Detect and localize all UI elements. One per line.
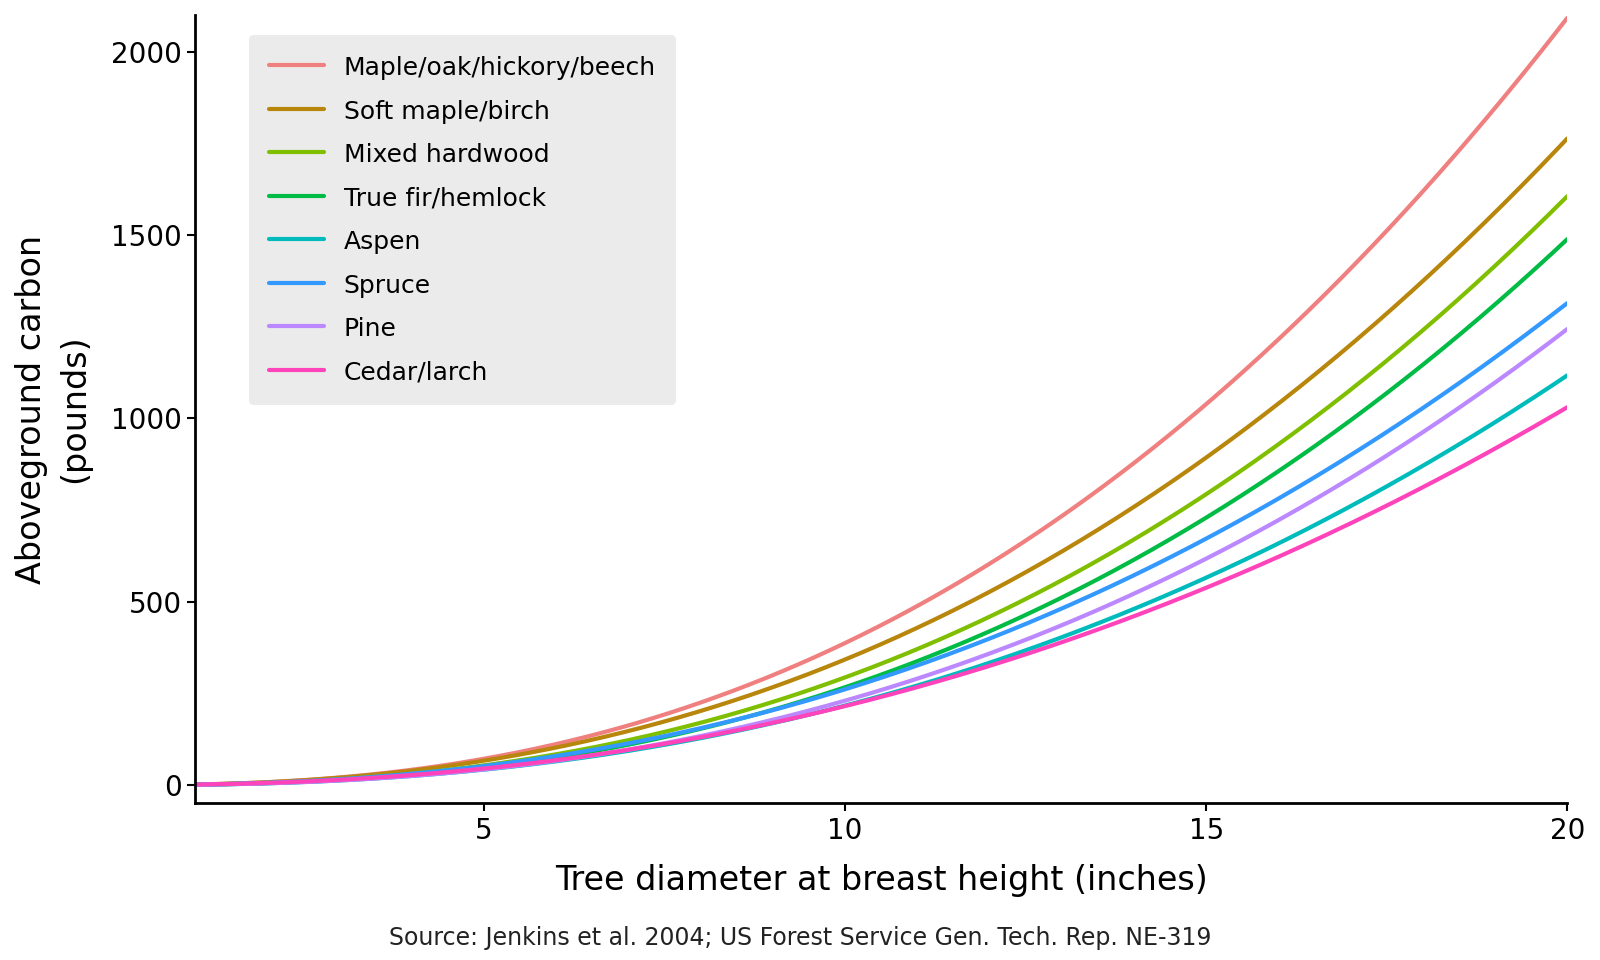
Pine xyxy=(1219,541,1238,553)
Pine xyxy=(429,768,448,780)
Mixed hardwood xyxy=(429,765,448,777)
Line: Soft maple/birch: Soft maple/birch xyxy=(195,138,1568,784)
Aspen xyxy=(806,708,826,719)
True fir/hemlock xyxy=(806,691,826,703)
Cedar/larch xyxy=(1558,401,1578,413)
Soft maple/birch xyxy=(538,743,557,755)
Cedar/larch xyxy=(1219,573,1238,585)
Maple/oak/hickory/beech xyxy=(538,740,557,752)
Soft maple/birch xyxy=(994,579,1013,590)
Aspen xyxy=(1219,562,1238,573)
Legend: Maple/oak/hickory/beech, Soft maple/birch, Mixed hardwood, True fir/hemlock, Asp: Maple/oak/hickory/beech, Soft maple/birc… xyxy=(248,36,675,404)
Line: Maple/oak/hickory/beech: Maple/oak/hickory/beech xyxy=(195,18,1568,784)
Aspen xyxy=(994,652,1013,663)
True fir/hemlock xyxy=(1219,498,1238,510)
Maple/oak/hickory/beech xyxy=(1558,12,1578,24)
Spruce xyxy=(186,779,205,790)
Line: Mixed hardwood: Mixed hardwood xyxy=(195,196,1568,784)
Text: Source: Jenkins et al. 2004; US Forest Service Gen. Tech. Rep. NE-319: Source: Jenkins et al. 2004; US Forest S… xyxy=(389,926,1211,950)
Soft maple/birch xyxy=(1219,436,1238,447)
Spruce xyxy=(994,627,1013,638)
Mixed hardwood xyxy=(1102,547,1122,559)
Mixed hardwood xyxy=(186,779,205,790)
Cedar/larch xyxy=(429,767,448,779)
Aspen xyxy=(538,756,557,768)
Mixed hardwood xyxy=(1558,190,1578,202)
Maple/oak/hickory/beech xyxy=(186,779,205,790)
Soft maple/birch xyxy=(1558,132,1578,144)
True fir/hemlock xyxy=(1558,233,1578,245)
Maple/oak/hickory/beech xyxy=(994,549,1013,561)
Mixed hardwood xyxy=(994,604,1013,615)
Cedar/larch xyxy=(1102,619,1122,631)
Cedar/larch xyxy=(186,779,205,790)
True fir/hemlock xyxy=(429,767,448,779)
Cedar/larch xyxy=(994,656,1013,667)
Aspen xyxy=(186,779,205,790)
Pine xyxy=(186,779,205,790)
Mixed hardwood xyxy=(538,750,557,761)
Y-axis label: Aboveground carbon
(pounds): Aboveground carbon (pounds) xyxy=(14,234,91,584)
Soft maple/birch xyxy=(806,665,826,677)
Maple/oak/hickory/beech xyxy=(806,651,826,662)
Pine xyxy=(538,756,557,768)
Line: Aspen: Aspen xyxy=(195,375,1568,784)
Pine xyxy=(1102,598,1122,610)
Spruce xyxy=(1558,298,1578,309)
Line: Spruce: Spruce xyxy=(195,303,1568,784)
Maple/oak/hickory/beech xyxy=(429,760,448,772)
Maple/oak/hickory/beech xyxy=(1219,379,1238,391)
Aspen xyxy=(1102,612,1122,624)
Soft maple/birch xyxy=(429,761,448,773)
True fir/hemlock xyxy=(186,779,205,790)
Spruce xyxy=(429,765,448,777)
Cedar/larch xyxy=(806,708,826,719)
Soft maple/birch xyxy=(1102,516,1122,527)
Mixed hardwood xyxy=(806,682,826,693)
Spruce xyxy=(1219,521,1238,533)
Aspen xyxy=(429,768,448,780)
Line: Cedar/larch: Cedar/larch xyxy=(195,407,1568,784)
Aspen xyxy=(1558,370,1578,381)
Cedar/larch xyxy=(538,756,557,767)
Maple/oak/hickory/beech xyxy=(1102,474,1122,486)
Spruce xyxy=(1102,580,1122,591)
Pine xyxy=(1558,324,1578,335)
True fir/hemlock xyxy=(1102,566,1122,578)
Line: True fir/hemlock: True fir/hemlock xyxy=(195,239,1568,784)
Pine xyxy=(806,703,826,714)
Spruce xyxy=(806,692,826,704)
Spruce xyxy=(538,752,557,763)
Soft maple/birch xyxy=(186,779,205,790)
True fir/hemlock xyxy=(538,753,557,764)
Pine xyxy=(994,642,1013,654)
Line: Pine: Pine xyxy=(195,329,1568,784)
X-axis label: Tree diameter at breast height (inches): Tree diameter at breast height (inches) xyxy=(555,864,1208,897)
Mixed hardwood xyxy=(1219,473,1238,485)
True fir/hemlock xyxy=(994,619,1013,631)
